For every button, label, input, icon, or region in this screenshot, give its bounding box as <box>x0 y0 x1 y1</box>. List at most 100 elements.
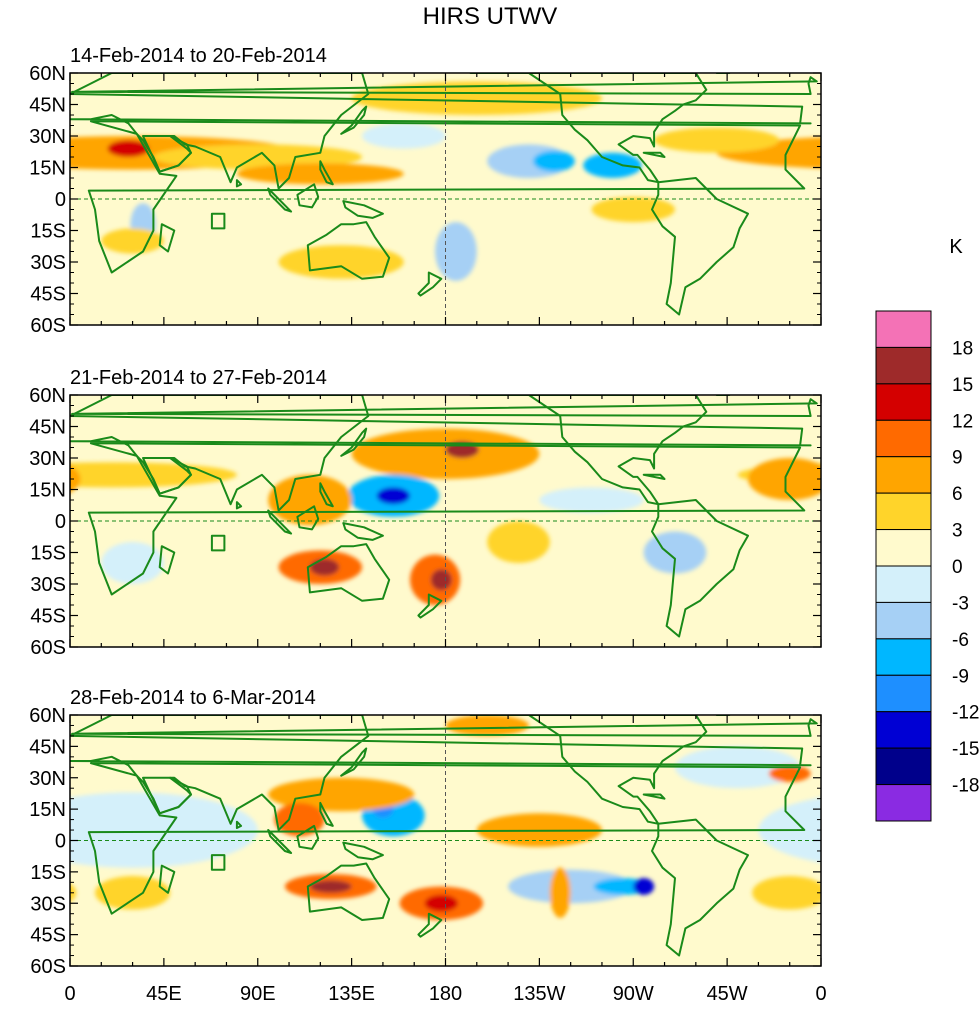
anomaly-region <box>376 487 411 505</box>
anomaly-region <box>752 876 821 910</box>
colorbar-swatch <box>875 747 932 786</box>
anomaly-region <box>583 152 642 178</box>
chart-title: HIRS UTWV <box>423 3 558 30</box>
coastline-australia <box>306 862 391 921</box>
anomaly-region <box>309 880 352 893</box>
coastline-cuba <box>642 151 666 158</box>
anomaly-region <box>591 196 675 223</box>
lat-tick-label: 30N <box>29 768 66 790</box>
anomaly-region <box>101 228 164 254</box>
coastline-kerguelen-box <box>210 534 226 552</box>
lat-tick-label: 30S <box>30 893 66 915</box>
continent-outlines <box>70 73 818 316</box>
colorbar-swatch <box>875 419 932 458</box>
lat-tick-label: 15N <box>29 799 66 821</box>
lat-tick-label: 60S <box>30 637 66 659</box>
lat-tick-label: 0 <box>55 189 66 211</box>
lat-tick-label: 15S <box>30 862 66 884</box>
anomaly-region <box>70 465 81 493</box>
anomaly-region <box>445 715 529 736</box>
anomaly-field <box>70 428 821 605</box>
coastline-japan <box>340 105 368 135</box>
coastline-europe-asia <box>70 73 812 190</box>
coastline-europe-asia <box>70 715 812 831</box>
anomaly-region <box>846 876 921 909</box>
colorbar-swatch <box>875 784 932 822</box>
colorbar-level-label: 0 <box>952 557 963 578</box>
coastline-south-america <box>651 818 749 957</box>
colorbar-level-label: 6 <box>952 484 963 505</box>
lat-tick-label: 30S <box>30 252 66 274</box>
lat-tick-label: 30N <box>29 126 66 148</box>
anomaly-region <box>0 128 28 153</box>
lat-tick-label: 60N <box>29 63 66 85</box>
coastline-africa <box>87 442 806 596</box>
coastline-new-guinea <box>342 841 384 861</box>
colorbar-level-label: 18 <box>952 338 973 359</box>
coastline-new-zealand <box>417 271 443 297</box>
coastline-north-america <box>469 395 708 506</box>
anomaly-region <box>859 140 901 157</box>
colorbar-level-label: -18 <box>952 776 979 797</box>
coastline-arabia-india <box>142 457 192 495</box>
lat-tick-label: 0 <box>55 511 66 533</box>
lon-tick-label: 90E <box>240 983 276 1005</box>
coastline-new-zealand <box>417 593 443 619</box>
colorbar-level-label: 12 <box>952 411 973 432</box>
anomaly-region <box>549 867 571 918</box>
coastline-australia <box>306 543 391 602</box>
anomaly-region <box>268 777 415 812</box>
lat-tick-label: 15N <box>29 480 66 502</box>
coastline-arabia-india <box>142 135 192 173</box>
colorbar-level-label: 15 <box>952 375 973 396</box>
coastline-sri-lanka <box>235 820 243 829</box>
anomaly-region <box>539 487 644 513</box>
lat-tick-label: 45S <box>30 284 66 306</box>
coastline-greenland-tip <box>715 73 732 74</box>
colorbar-swatch <box>875 711 932 749</box>
lon-tick-label: 135W <box>513 983 565 1005</box>
anomaly-region <box>633 878 655 895</box>
coastline-uk <box>71 76 818 95</box>
anomaly-region <box>362 123 446 149</box>
coastline-cuba <box>642 793 666 800</box>
coastline-north-america <box>469 715 708 825</box>
colorbar-level-label: -12 <box>952 703 979 724</box>
coastline-cuba <box>642 473 666 480</box>
coastline-south-america <box>651 499 749 638</box>
coastline-madagascar <box>158 864 176 894</box>
coastline-arabia-india <box>142 776 192 815</box>
longitude-axis: 0 45E 90E 135E 180 135W 90W 45W 0 <box>64 983 826 1005</box>
colorbar-swatch <box>875 456 932 494</box>
coastline-madagascar <box>158 223 176 253</box>
coastline-sri-lanka <box>235 179 243 188</box>
colorbar-unit: K <box>949 236 963 258</box>
anomaly-field <box>0 81 901 281</box>
anomaly-region <box>95 876 171 910</box>
lat-tick-label: 45S <box>30 606 66 628</box>
coastline-new-guinea <box>342 522 384 541</box>
lon-tick-label: 45E <box>146 983 182 1005</box>
coastline-philippines <box>319 482 334 508</box>
coastline-uk <box>71 718 818 737</box>
anomaly-region <box>487 521 550 563</box>
lat-tick-label: 45N <box>29 417 66 439</box>
coastline-borneo <box>296 505 320 531</box>
lat-tick-label: 15N <box>29 158 66 180</box>
continent-outlines <box>70 395 818 638</box>
coastline-africa <box>87 762 806 915</box>
lon-tick-label: 90W <box>613 983 654 1005</box>
panel-period-label: 21-Feb-2014 to 27-Feb-2014 <box>70 367 327 389</box>
colorbar-level-label: -3 <box>952 593 969 614</box>
anomaly-region <box>430 569 452 591</box>
coastline-uk <box>71 398 818 417</box>
lat-tick-label: 45S <box>30 925 66 947</box>
anomaly-region <box>107 140 150 158</box>
lat-tick-label: 15S <box>30 543 66 565</box>
coastline-philippines <box>319 160 334 186</box>
colorbar-swatch <box>875 310 932 348</box>
